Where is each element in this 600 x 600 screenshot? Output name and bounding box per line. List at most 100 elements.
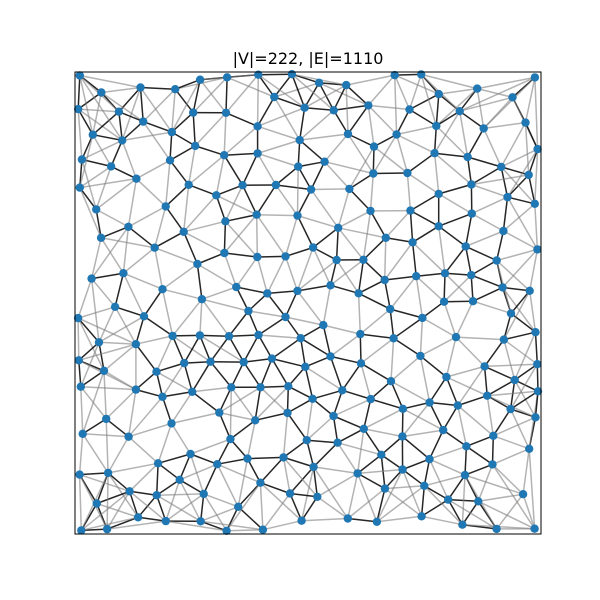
graph-node bbox=[313, 492, 322, 501]
graph-node bbox=[451, 332, 461, 342]
graph-edge bbox=[197, 252, 225, 265]
graph-edge bbox=[534, 149, 539, 204]
graph-node bbox=[132, 174, 141, 183]
graph-edge bbox=[230, 386, 256, 421]
graph-edge bbox=[258, 316, 286, 336]
graph-edge bbox=[514, 331, 537, 381]
graph-edge bbox=[246, 420, 256, 459]
graph-node bbox=[392, 130, 401, 139]
graph-edge bbox=[129, 490, 167, 522]
graph-node bbox=[412, 272, 421, 281]
graph-edge bbox=[447, 474, 466, 501]
graph-edge bbox=[438, 193, 473, 215]
graph-edge bbox=[500, 148, 538, 168]
graph-node bbox=[386, 304, 395, 314]
graph-edge bbox=[330, 284, 359, 295]
graph-node bbox=[425, 454, 434, 464]
graph-node bbox=[342, 80, 351, 90]
graph-edge bbox=[82, 433, 129, 438]
graph-edge bbox=[223, 112, 227, 156]
graph-node bbox=[152, 367, 161, 376]
graph-edge bbox=[496, 248, 538, 262]
graph-edge bbox=[103, 343, 137, 372]
graph-node bbox=[270, 92, 279, 102]
graph-edge bbox=[257, 125, 300, 141]
graph-edge bbox=[500, 122, 527, 168]
graph-edge bbox=[464, 213, 473, 247]
graph-edge bbox=[143, 288, 164, 317]
graph-edge bbox=[324, 161, 350, 190]
graph-edge bbox=[467, 156, 502, 168]
graph-edge bbox=[283, 456, 314, 468]
graph-node bbox=[398, 404, 408, 413]
graph-edge bbox=[284, 215, 299, 257]
graph-edge bbox=[81, 370, 105, 435]
graph-node bbox=[369, 142, 379, 151]
graph-edge bbox=[393, 75, 398, 135]
graph-edge bbox=[209, 361, 232, 388]
graph-edges bbox=[77, 73, 539, 532]
graph-edge bbox=[123, 272, 163, 290]
graph-edge bbox=[492, 408, 512, 437]
graph-edge bbox=[107, 472, 139, 518]
graph-edge bbox=[257, 107, 305, 127]
graph-edge bbox=[312, 389, 343, 400]
graph-edge bbox=[287, 398, 313, 414]
graph-edge bbox=[464, 463, 493, 476]
graph-edge bbox=[471, 212, 504, 232]
graph-node bbox=[314, 78, 324, 88]
graph-node bbox=[114, 107, 124, 116]
graph-edge bbox=[223, 125, 259, 156]
graph-edge bbox=[528, 448, 536, 529]
graph-edge bbox=[100, 237, 155, 249]
graph-edge bbox=[348, 172, 374, 190]
graph-node bbox=[254, 330, 263, 340]
graph-node bbox=[530, 524, 539, 533]
graph-edge bbox=[237, 506, 264, 531]
graph-edge bbox=[200, 520, 227, 532]
graph-edge bbox=[466, 435, 494, 447]
graph-edge bbox=[165, 479, 181, 522]
graph-edge bbox=[337, 428, 365, 444]
graph-edge bbox=[224, 152, 258, 156]
graph-edge bbox=[336, 442, 359, 474]
graph-edge bbox=[191, 391, 220, 414]
graph-edge bbox=[203, 493, 239, 508]
graph-edge bbox=[385, 237, 413, 244]
graph-node bbox=[271, 180, 281, 190]
graph-edge bbox=[304, 106, 334, 112]
graph-edge bbox=[402, 401, 430, 410]
graph-edge bbox=[356, 473, 378, 523]
graph-node bbox=[473, 84, 482, 93]
graph-edge bbox=[476, 88, 485, 129]
graph-edge bbox=[502, 286, 530, 292]
graph-nodes bbox=[73, 70, 543, 535]
graph-node bbox=[188, 387, 197, 396]
graph-node bbox=[184, 180, 193, 189]
graph-edge bbox=[254, 387, 262, 421]
graph-edge bbox=[260, 385, 289, 389]
graph-edge bbox=[156, 371, 193, 393]
graph-edge bbox=[255, 412, 288, 422]
graph-edge bbox=[128, 491, 139, 518]
graph-edge bbox=[312, 466, 349, 519]
graph-edge bbox=[223, 221, 227, 254]
graph-node bbox=[405, 105, 414, 114]
graph-node bbox=[408, 238, 417, 247]
graph-edge bbox=[312, 246, 337, 261]
graph-edge bbox=[258, 334, 301, 339]
graph-edge bbox=[459, 88, 478, 112]
graph-node bbox=[525, 444, 534, 453]
graph-edge bbox=[78, 108, 119, 113]
graph-edge bbox=[342, 389, 371, 400]
graph-edge bbox=[306, 439, 338, 444]
graph-edge bbox=[262, 493, 291, 531]
graph-edge bbox=[435, 94, 440, 126]
graph-node bbox=[296, 334, 305, 343]
graph-edge bbox=[79, 473, 130, 493]
graph-edge bbox=[95, 209, 102, 238]
graph-edge bbox=[77, 317, 137, 345]
graph-edge bbox=[106, 516, 139, 530]
graph-edge bbox=[135, 335, 173, 345]
graph-node bbox=[294, 162, 303, 171]
